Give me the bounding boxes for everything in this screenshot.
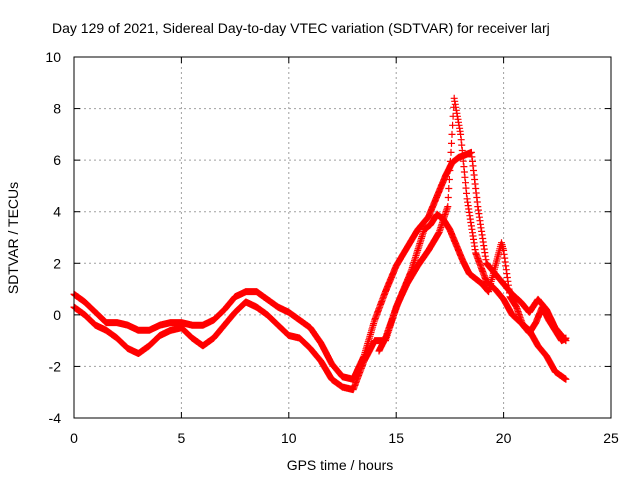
x-tick-label: 5: [178, 430, 186, 446]
y-tick-label: 10: [45, 49, 61, 65]
axis-ticks: 0 5 10 15 20 25 -4 -2 0 2 4 6 8 10: [45, 49, 619, 446]
series-track-2: [70, 94, 570, 394]
x-tick-label: 20: [496, 430, 512, 446]
data-points-track-2: [70, 94, 570, 394]
x-axis-label: GPS time / hours: [287, 457, 394, 473]
y-tick-label: -4: [49, 410, 62, 426]
y-tick-label: -2: [49, 358, 62, 374]
y-tick-label: 8: [53, 101, 61, 117]
y-tick-label: 0: [53, 307, 61, 323]
x-tick-label: 0: [70, 430, 78, 446]
data-points-track-3: [375, 210, 570, 355]
x-tick-label: 25: [603, 430, 619, 446]
series-track-3: [375, 210, 570, 355]
y-tick-label: 4: [53, 204, 61, 220]
y-tick-label: 2: [53, 255, 61, 271]
data-markers: [70, 94, 570, 394]
grid-lines: [74, 57, 611, 418]
plot-frame: [73, 56, 612, 419]
y-axis-label: SDTVAR / TECUs: [5, 182, 21, 294]
x-tick-label: 15: [388, 430, 404, 446]
y-tick-label: 6: [53, 152, 61, 168]
chart-title: Day 129 of 2021, Sidereal Day-to-day VTE…: [52, 20, 550, 36]
x-tick-label: 10: [281, 430, 297, 446]
